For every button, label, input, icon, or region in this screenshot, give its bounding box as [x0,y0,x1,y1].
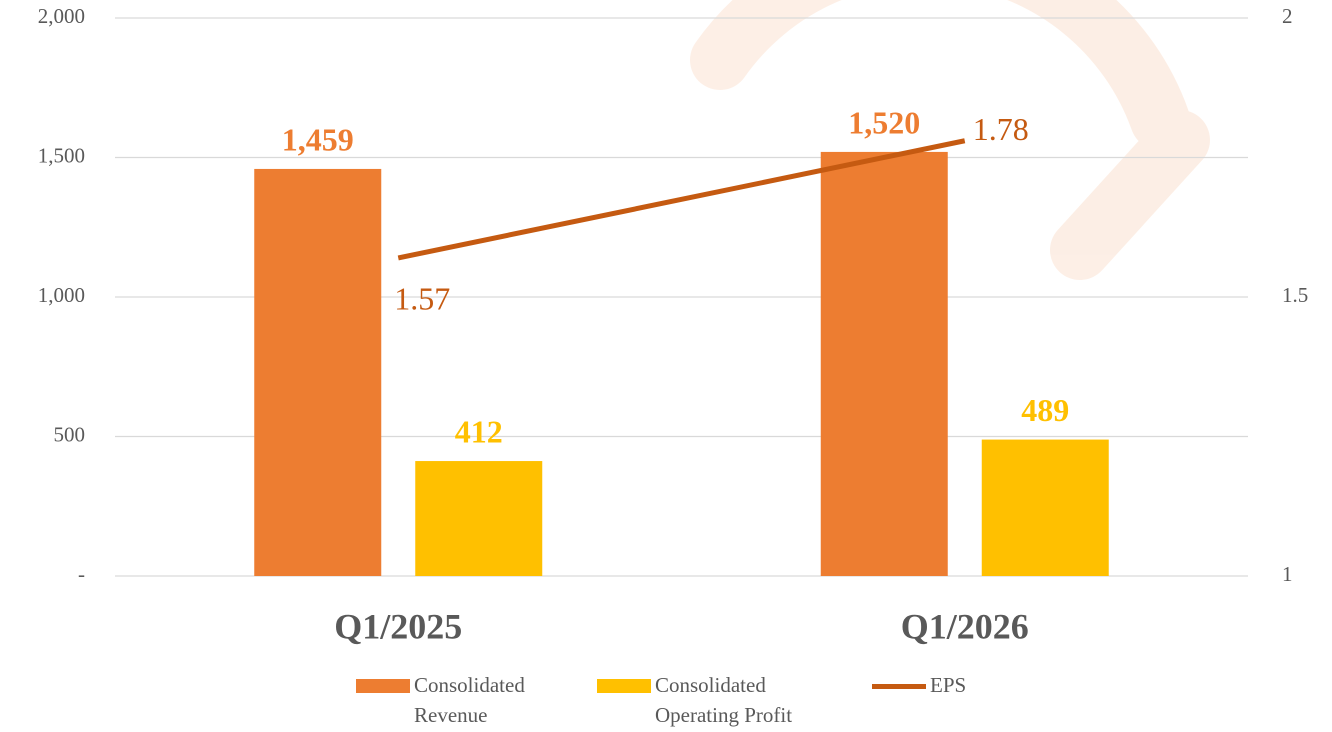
data-label: 1.78 [973,111,1029,147]
bar [981,439,1109,576]
data-label: 489 [1021,392,1069,428]
bar [415,461,543,576]
data-label: 412 [455,413,503,449]
y-tick-label: 1,500 [38,143,85,167]
line [397,138,966,261]
data-label: 1,459 [282,121,354,157]
watermark-arc [690,0,1190,150]
y-tick-label: 1,000 [38,283,85,307]
watermark [690,0,1210,280]
y2-tick-label: 2 [1282,4,1293,28]
x-tick-label: Q1/2026 [901,606,1029,646]
legend-item: Consolidated Revenue [356,673,564,730]
watermark-arrow [1050,110,1210,280]
data-label: 1.57 [394,280,450,316]
legend-label: Consolidated Operating Profit [655,673,793,727]
legend: Consolidated Revenue Consolidated Operati… [0,673,1332,732]
data-label: 1,520 [848,104,920,140]
legend-item: Consolidated Operating Profit [597,673,845,730]
legend-swatch [597,679,651,693]
y-tick-label: - [78,562,85,586]
y-tick-label: 2,000 [38,4,85,28]
bar [820,151,948,577]
y2-tick-label: 1.5 [1282,283,1308,307]
legend-swatch [356,679,410,693]
legend-label: Consolidated Revenue [414,673,525,727]
y2-tick-label: 1 [1282,562,1293,586]
legend-label: EPS [930,673,967,697]
legend-item: EPS [872,673,1030,700]
y-tick-label: 500 [54,422,86,446]
x-tick-label: Q1/2025 [334,606,462,646]
legend-swatch [872,684,926,689]
bar [254,168,382,576]
